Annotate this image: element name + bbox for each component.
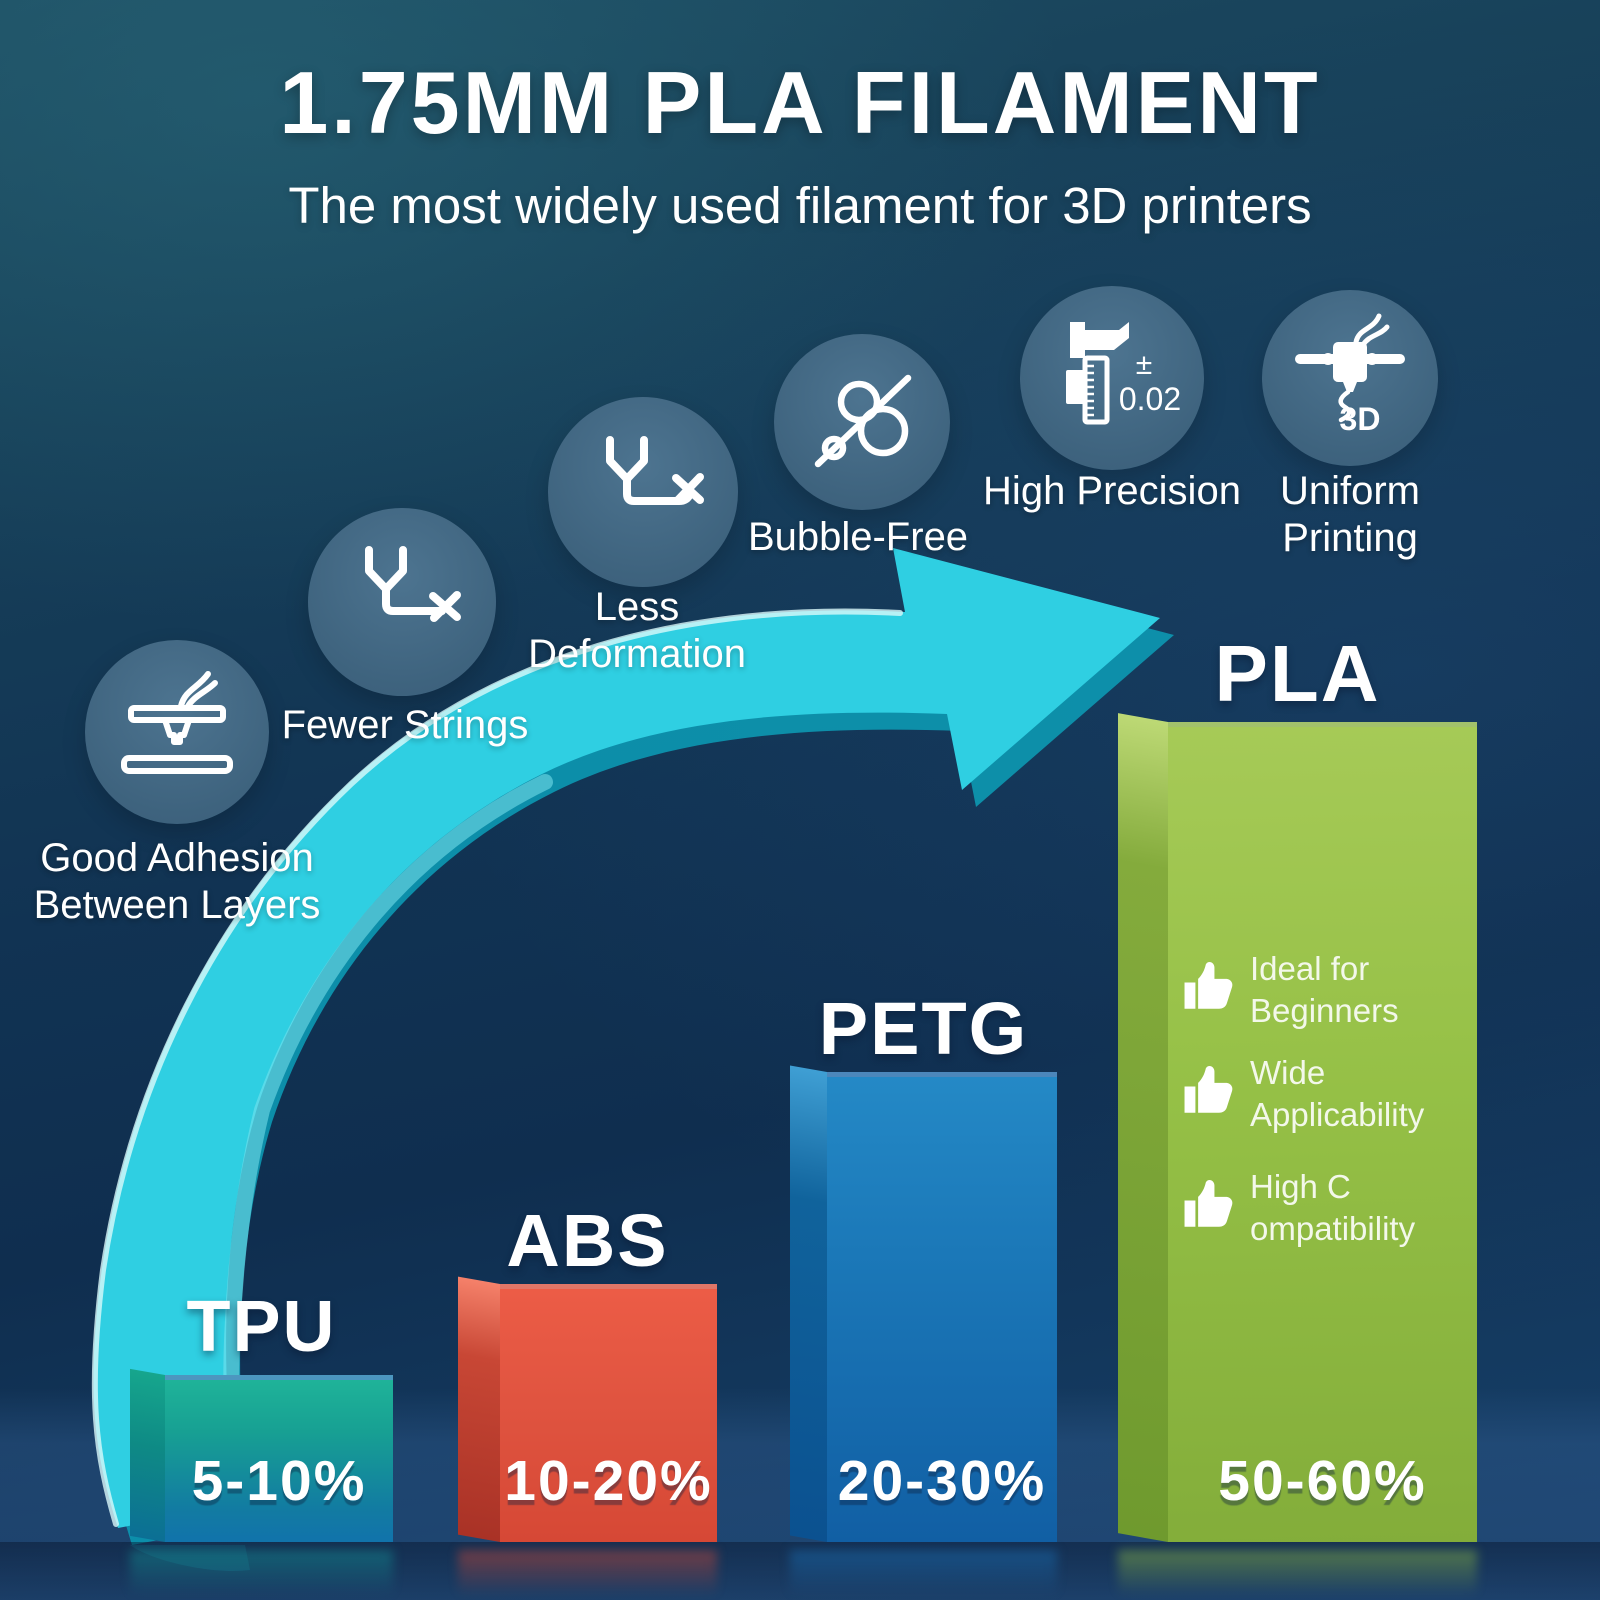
bar-petg-side (790, 1065, 827, 1542)
bar-pla-front (1168, 722, 1477, 1542)
abs-reflection (458, 1550, 717, 1596)
bar-abs-value: 10-20% (504, 1449, 713, 1513)
less-deformation-label: Less Deformation (528, 585, 746, 676)
tpu-reflection (130, 1550, 393, 1596)
high-precision-label: High Precision (983, 469, 1241, 513)
fewer-strings-circle (308, 508, 496, 696)
bar-pla-side (1118, 713, 1168, 1542)
page-subtitle: The most widely used filament for 3D pri… (288, 177, 1312, 234)
good-adhesion-label: Good Adhesion Between Layers (33, 836, 321, 927)
thumbs-up-icon (1184, 1180, 1233, 1227)
fewer-strings-label: Fewer Strings (281, 703, 529, 747)
bar-tpu-side (130, 1368, 165, 1542)
bar-abs-front (500, 1284, 717, 1542)
bubble-free-label: Bubble-Free (747, 515, 969, 559)
string-cut-icon (606, 436, 704, 505)
uniform-printing-label: Uniform Printing (1279, 469, 1421, 560)
pla-benefit-3-text: High C ompatibility (1250, 1168, 1416, 1247)
less-deformation-circle (548, 397, 738, 587)
page-title: 1.75MM PLA FILAMENT (279, 53, 1321, 152)
thumbs-up-icon (1184, 962, 1233, 1009)
bubble-free-circle (774, 334, 950, 510)
petg-reflection (790, 1550, 1057, 1596)
bar-tpu-label: TPU (186, 1287, 337, 1367)
plusminus-annotation: ± (1136, 348, 1152, 381)
bar-petg-front (827, 1072, 1057, 1542)
bar-abs-label: ABS (506, 1199, 669, 1282)
print-bed-adhesion-icon (121, 671, 233, 774)
bar-pla-label: PLA (1214, 629, 1381, 718)
3d-annotation: 3D (1340, 401, 1381, 437)
caliper-icon: ± 0.02 (1066, 322, 1181, 425)
high-precision-circle: ± 0.02 (1020, 286, 1204, 470)
tolerance-annotation: 0.02 (1119, 381, 1181, 417)
thumbs-up-icon (1184, 1066, 1233, 1113)
pla-reflection (1118, 1550, 1477, 1596)
printer-extruder-icon: 3D (1295, 313, 1405, 437)
bar-tpu-value: 5-10% (191, 1449, 367, 1513)
pla-benefit-1: Ideal for Beginners (1180, 948, 1480, 1032)
pla-benefit-2-text: Wide Applicability (1250, 1054, 1425, 1133)
bar-tpu-front (165, 1375, 393, 1542)
rollers-icon (814, 374, 912, 468)
bar-pla-value: 50-60% (1218, 1449, 1427, 1513)
bar-petg-label: PETG (818, 987, 1029, 1070)
good-adhesion-circle (85, 640, 269, 824)
bar-abs-side (458, 1276, 500, 1542)
pla-benefit-3: High C ompatibility (1180, 1166, 1480, 1250)
string-cut-icon (365, 546, 461, 622)
pla-benefit-1-text: Ideal for Beginners (1250, 950, 1399, 1029)
pla-benefit-2: Wide Applicability (1180, 1052, 1480, 1136)
uniform-printing-circle: 3D (1262, 290, 1438, 466)
bar-petg-value: 20-30% (837, 1449, 1047, 1513)
